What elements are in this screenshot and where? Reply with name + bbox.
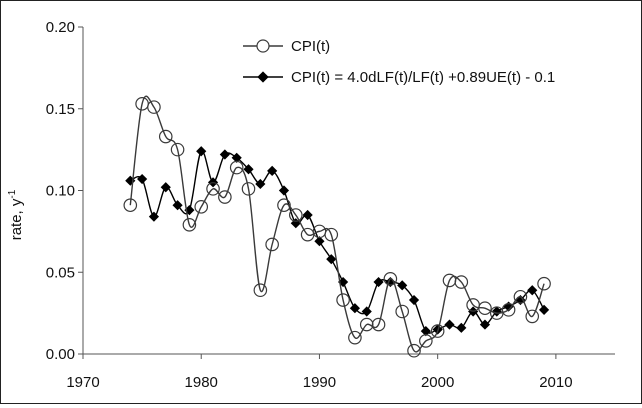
data-point-model <box>231 152 242 163</box>
data-point-cpi <box>324 227 339 242</box>
legend-marker-model <box>257 71 269 83</box>
data-point-cpi <box>336 293 350 307</box>
y-tick-label: 0.10 <box>46 183 75 200</box>
y-tick-labels: 0.00 0.05 0.10 0.15 0.20 <box>46 19 75 363</box>
data-point-cpi <box>513 289 528 304</box>
data-point-model <box>456 322 467 333</box>
data-point-model <box>255 178 266 190</box>
data-point-model <box>137 173 148 185</box>
x-tick-label: 1970 <box>66 374 99 391</box>
data-point-cpi <box>395 304 409 319</box>
series-cpi <box>123 95 551 358</box>
data-point-cpi <box>537 276 551 291</box>
series-model-line <box>130 150 545 334</box>
data-point-model <box>444 319 455 330</box>
data-point-cpi <box>383 271 398 286</box>
y-tick-label: 0.15 <box>46 101 75 118</box>
data-point-model <box>420 326 431 337</box>
data-point-model <box>373 276 384 288</box>
data-point-model <box>326 254 337 265</box>
x-tick-labels: 1970 1980 1990 2000 2010 <box>66 374 572 391</box>
data-point-model <box>361 306 372 317</box>
data-point-cpi <box>348 330 362 345</box>
y-axis-title: rate, y-1 <box>7 189 25 240</box>
data-point-model <box>160 182 171 193</box>
data-point-cpi <box>371 317 386 332</box>
legend-item-model: CPI(t) = 4.0dLF(t)/LF(t) +0.89UE(t) - 0.… <box>243 69 555 86</box>
data-point-cpi <box>218 190 232 204</box>
data-point-model <box>172 200 183 211</box>
data-point-cpi <box>478 301 492 316</box>
data-point-cpi <box>194 200 209 214</box>
data-point-cpi <box>419 334 433 348</box>
data-point-cpi <box>253 283 268 298</box>
data-point-model <box>267 165 278 176</box>
data-point-cpi <box>525 309 540 324</box>
x-tick-label: 2010 <box>539 374 572 391</box>
data-point-cpi <box>454 275 469 289</box>
data-point-model <box>243 164 254 175</box>
data-point-model <box>397 280 408 291</box>
y-tick-label: 0.05 <box>46 264 75 281</box>
data-point-cpi <box>430 324 445 338</box>
data-point-cpi <box>229 160 244 175</box>
legend-label-model: CPI(t) = 4.0dLF(t)/LF(t) +0.89UE(t) - 0.… <box>291 69 555 86</box>
data-point-cpi <box>170 142 185 157</box>
y-axis-title-text: rate, y <box>8 198 25 240</box>
data-point-model <box>527 285 538 296</box>
y-tick-label: 0.20 <box>46 19 75 36</box>
y-tick-label: 0.00 <box>46 346 75 363</box>
series-layer <box>123 95 551 358</box>
data-point-cpi <box>182 218 197 232</box>
x-tick-label: 2000 <box>421 374 454 391</box>
data-point-cpi <box>123 198 138 213</box>
legend-marker-cpi <box>256 39 270 53</box>
data-point-cpi <box>265 237 279 252</box>
legend-item-cpi: CPI(t) <box>243 38 330 55</box>
x-tick-label: 1990 <box>303 374 336 391</box>
data-point-model <box>302 209 313 221</box>
data-point-cpi <box>158 129 173 144</box>
legend-label-cpi: CPI(t) <box>291 38 330 55</box>
data-point-cpi <box>241 182 256 196</box>
data-point-cpi <box>501 303 516 317</box>
data-point-model <box>479 319 491 330</box>
data-point-model <box>196 146 207 157</box>
data-point-model <box>491 306 502 317</box>
series-cpi-line <box>129 95 545 353</box>
data-point-cpi <box>288 208 303 222</box>
y-axis-title-superscript: -1 <box>7 189 18 198</box>
data-point-cpi <box>147 100 161 114</box>
data-point-model <box>278 185 290 196</box>
data-point-model <box>538 304 550 315</box>
legend: CPI(t) CPI(t) = 4.0dLF(t)/LF(t) +0.89UE(… <box>243 38 555 86</box>
x-tick-label: 1980 <box>185 374 218 391</box>
data-point-cpi <box>407 343 421 358</box>
data-point-model <box>349 303 361 314</box>
data-point-model <box>408 294 420 306</box>
data-point-cpi <box>277 198 291 213</box>
data-point-model <box>219 149 230 160</box>
data-point-cpi <box>206 182 220 196</box>
axes <box>78 26 615 359</box>
